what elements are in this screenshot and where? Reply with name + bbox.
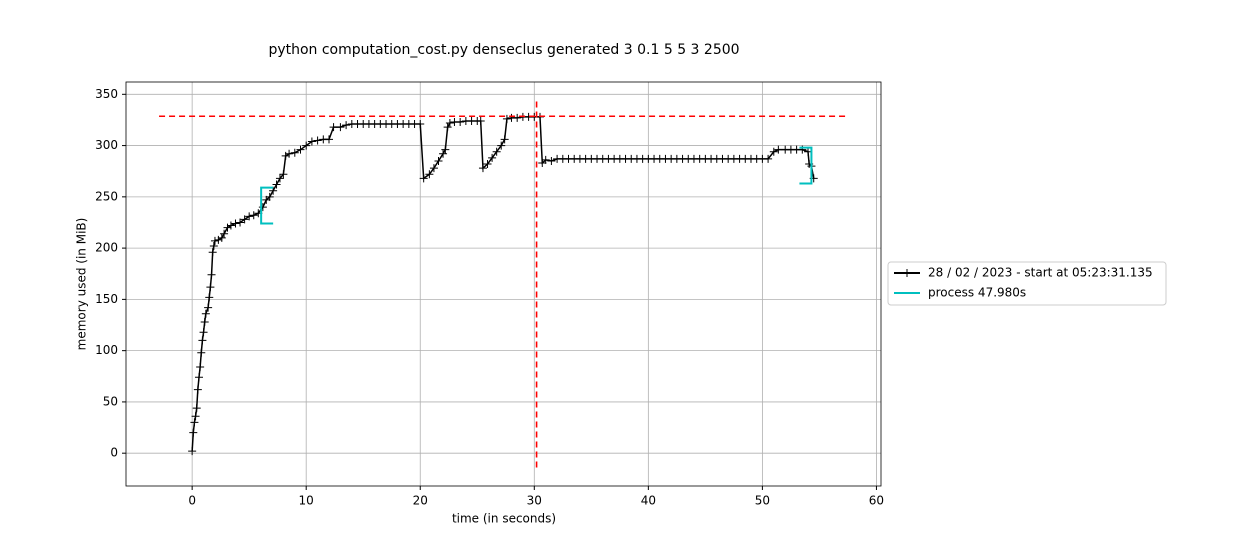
x-tick-label: 50 xyxy=(755,494,770,508)
memory-marker xyxy=(342,121,351,130)
memory-marker xyxy=(199,328,208,337)
memory-marker xyxy=(441,145,450,154)
memory-marker xyxy=(774,145,783,154)
memory-marker xyxy=(206,283,215,292)
memory-marker xyxy=(189,428,198,437)
memory-marker xyxy=(193,385,202,394)
memory-marker xyxy=(483,160,492,169)
y-axis-label: memory used (in MiB) xyxy=(75,218,89,351)
memory-marker xyxy=(764,154,773,163)
x-tick-label: 10 xyxy=(299,494,314,508)
memory-marker xyxy=(200,317,209,326)
x-tick-label: 60 xyxy=(869,494,884,508)
memory-marker xyxy=(290,148,299,157)
y-tick-label: 150 xyxy=(95,292,118,306)
memory-marker xyxy=(194,373,203,382)
memory-marker xyxy=(188,447,197,456)
memory-marker xyxy=(492,147,501,156)
memory-marker xyxy=(226,221,235,230)
memory-marker xyxy=(279,170,288,179)
y-tick-label: 350 xyxy=(95,87,118,101)
y-tick-label: 100 xyxy=(95,343,118,357)
memory-marker xyxy=(296,145,305,154)
memory-marker xyxy=(456,117,465,126)
memory-marker xyxy=(313,136,322,145)
memory-marker xyxy=(209,242,218,251)
memory-marker xyxy=(336,123,345,132)
memory-marker xyxy=(497,141,506,150)
memory-marker xyxy=(329,123,338,132)
memory-marker xyxy=(500,135,509,144)
legend-marker xyxy=(903,269,911,277)
memory-marker xyxy=(478,164,487,173)
memory-marker xyxy=(240,215,249,224)
memory-marker xyxy=(217,233,226,242)
y-tick-label: 50 xyxy=(103,394,118,408)
x-tick-label: 40 xyxy=(641,494,656,508)
memory-marker xyxy=(214,235,223,244)
chart-title: python computation_cost.py denseclus gen… xyxy=(268,42,739,58)
process-bracket xyxy=(799,146,813,185)
legend-box xyxy=(887,261,1167,306)
memory-marker xyxy=(439,149,448,158)
memory-marker xyxy=(541,155,550,164)
memory-marker xyxy=(201,309,210,318)
memory-marker xyxy=(419,174,428,183)
memory-marker xyxy=(231,219,240,228)
y-tick-label: 250 xyxy=(95,189,118,203)
legend-label: process 47.980s xyxy=(928,286,1026,300)
x-tick-label: 30 xyxy=(527,494,542,508)
memory-marker xyxy=(210,236,219,245)
memory-marker xyxy=(425,170,434,179)
memory-marker xyxy=(445,119,454,128)
memory-marker xyxy=(220,229,229,238)
memory-marker xyxy=(325,135,334,144)
memory-marker xyxy=(190,418,199,427)
memory-marker xyxy=(488,153,497,162)
memory-marker xyxy=(547,156,556,165)
memory-marker xyxy=(192,404,201,413)
memory-marker xyxy=(513,113,522,122)
y-tick-label: 0 xyxy=(110,446,118,460)
memory-marker xyxy=(204,303,213,312)
x-tick-label: 0 xyxy=(188,494,196,508)
memory-marker xyxy=(443,123,452,132)
memory-marker xyxy=(434,156,443,165)
memory-marker xyxy=(223,223,232,232)
memory-marker xyxy=(236,218,245,227)
y-tick-label: 300 xyxy=(95,138,118,152)
memory-marker xyxy=(191,412,200,421)
x-axis-label: time (in seconds) xyxy=(452,512,556,526)
memory-marker xyxy=(198,336,207,345)
memory-marker xyxy=(307,137,316,146)
x-tick-label: 20 xyxy=(413,494,428,508)
memory-marker xyxy=(272,180,281,189)
memory-marker xyxy=(208,248,217,257)
memory-marker xyxy=(265,192,274,201)
memory-marker xyxy=(275,174,284,183)
legend-label: 28 / 02 / 2023 - start at 05:23:31.135 xyxy=(928,266,1153,280)
memory-marker xyxy=(245,212,254,221)
memory-marker xyxy=(207,270,216,279)
process-bracket xyxy=(260,186,274,225)
memory-marker xyxy=(302,141,311,150)
memory-marker xyxy=(285,149,294,158)
memory-marker xyxy=(502,114,511,123)
plot-frame xyxy=(125,81,882,487)
memory-marker xyxy=(429,164,438,173)
y-tick-label: 200 xyxy=(95,241,118,255)
memory-marker xyxy=(281,151,290,160)
memory-marker xyxy=(205,293,214,302)
memory-marker xyxy=(769,147,778,156)
memory-marker xyxy=(476,116,485,125)
memory-marker xyxy=(197,348,206,357)
memory-marker xyxy=(416,120,425,129)
memory-marker xyxy=(196,363,205,372)
memory-marker xyxy=(249,211,258,220)
